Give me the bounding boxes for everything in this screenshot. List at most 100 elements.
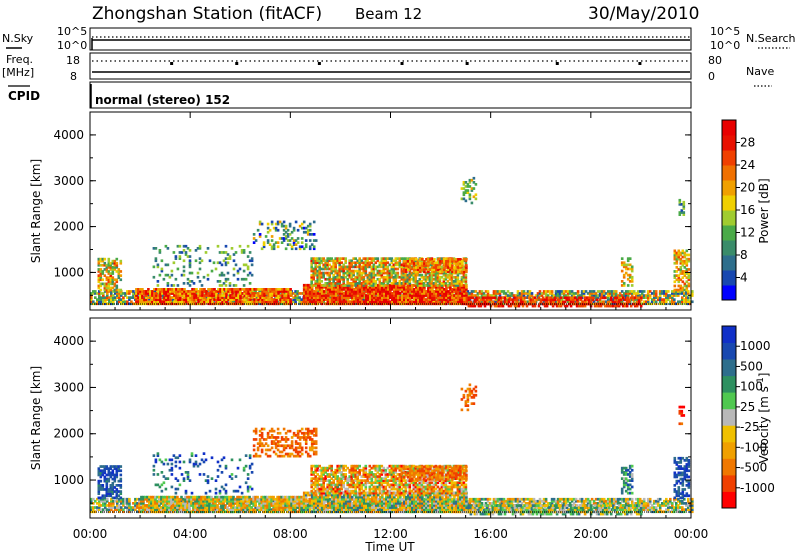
heatmap-cell <box>424 284 428 287</box>
heatmap-cell <box>646 290 650 293</box>
heatmap-cell <box>231 294 234 297</box>
heatmap-cell <box>466 185 470 188</box>
heatmap-cell <box>465 288 468 291</box>
heatmap-cell <box>122 510 125 514</box>
heatmap-cell <box>671 290 674 293</box>
heatmap-cell <box>145 298 148 301</box>
heatmap-cell <box>589 296 593 300</box>
heatmap-cell <box>545 300 549 304</box>
heatmap-cell <box>242 269 246 273</box>
heatmap-cell <box>266 226 270 230</box>
heatmap-cell <box>213 298 216 301</box>
heatmap-cell <box>663 292 666 295</box>
heatmap-cell <box>197 300 200 304</box>
heatmap-cell <box>658 298 662 301</box>
heatmap-cell <box>126 506 129 509</box>
heatmap-cell <box>681 280 685 284</box>
heatmap-cell <box>332 275 335 279</box>
heatmap-cell <box>223 300 226 304</box>
heatmap-cell <box>282 233 286 236</box>
heatmap-cell <box>312 290 316 293</box>
heatmap-cell <box>438 263 442 267</box>
heatmap-cell <box>179 294 182 297</box>
heatmap-cell <box>441 288 444 291</box>
heatmap-cell <box>472 195 476 199</box>
heatmap-cell <box>426 282 430 285</box>
heatmap-cell <box>336 288 340 291</box>
heatmap-cell <box>687 253 691 257</box>
heatmap-cell <box>320 288 324 291</box>
heatmap-cell <box>160 259 164 263</box>
heatmap-cell <box>403 288 406 291</box>
heatmap-cell <box>342 267 345 271</box>
heatmap-cell <box>153 296 156 299</box>
heatmap-cell <box>632 290 636 293</box>
heatmap-cell <box>628 280 632 283</box>
heatmap-cell <box>108 302 111 306</box>
heatmap-cell <box>344 294 348 297</box>
heatmap-cell <box>680 209 684 212</box>
heatmap-cell <box>138 499 141 503</box>
colorbar-swatch <box>722 165 736 181</box>
heatmap-cell <box>160 267 164 271</box>
heatmap-cell <box>227 290 230 293</box>
heatmap-cell <box>326 273 329 277</box>
heatmap-cell <box>589 300 593 304</box>
heatmap-cell <box>279 290 282 293</box>
heatmap-cell <box>381 288 384 291</box>
heatmap-cell <box>629 296 633 300</box>
heatmap-cell <box>402 257 406 260</box>
heatmap-cell <box>272 243 276 246</box>
heatmap-cell <box>388 263 392 267</box>
heatmap-cell <box>332 290 336 293</box>
heatmap-cell <box>118 292 121 295</box>
heatmap-cell <box>116 499 119 503</box>
heatmap-cell <box>451 266 454 269</box>
heatmap-cell <box>396 267 400 271</box>
heatmap-cell <box>306 294 310 297</box>
heatmap-cell <box>433 296 436 299</box>
heatmap-cell <box>405 294 408 297</box>
heatmap-cell <box>334 257 337 260</box>
heatmap-cell <box>145 290 148 293</box>
heatmap-cell <box>614 290 618 293</box>
heatmap-cell <box>300 222 304 226</box>
colorbar-swatch <box>722 255 736 271</box>
heatmap-cell <box>257 298 260 301</box>
heatmap-cell <box>207 298 210 301</box>
heatmap-cell <box>445 292 448 295</box>
heatmap-cell <box>622 273 626 277</box>
heatmap-cell <box>92 497 95 501</box>
heatmap-cell <box>205 292 208 295</box>
heatmap-cell <box>413 270 416 274</box>
heatmap-cell <box>462 181 466 184</box>
heatmap-cell <box>98 298 101 301</box>
heatmap-cell <box>278 220 282 224</box>
heatmap-cell <box>119 278 123 282</box>
y-tick-label: 1000 <box>53 265 84 279</box>
heatmap-cell <box>318 257 321 260</box>
heatmap-cell <box>209 290 212 293</box>
heatmap-cell <box>310 284 313 287</box>
heatmap-cell <box>625 302 629 306</box>
heatmap-cell <box>406 280 410 283</box>
heatmap-cell <box>372 257 376 260</box>
heatmap-cell <box>525 304 529 308</box>
heatmap-cell <box>442 273 446 277</box>
heatmap-cell <box>363 292 366 295</box>
heatmap-cell <box>683 284 687 288</box>
power-ylabel: Slant Range [km] <box>29 159 43 263</box>
heatmap-cell <box>120 292 123 295</box>
heatmap-cell <box>128 296 131 299</box>
heatmap-cell <box>220 284 224 287</box>
heatmap-cell <box>114 292 117 295</box>
heatmap-cell <box>380 282 384 285</box>
heatmap-cell <box>441 298 444 301</box>
heatmap-cell <box>398 282 402 285</box>
heatmap-cell <box>117 270 121 273</box>
heatmap-cell <box>421 268 424 271</box>
heatmap-cell <box>312 233 316 236</box>
heatmap-cell <box>348 267 351 271</box>
heatmap-cell <box>392 277 396 281</box>
heatmap-cell <box>322 290 326 293</box>
